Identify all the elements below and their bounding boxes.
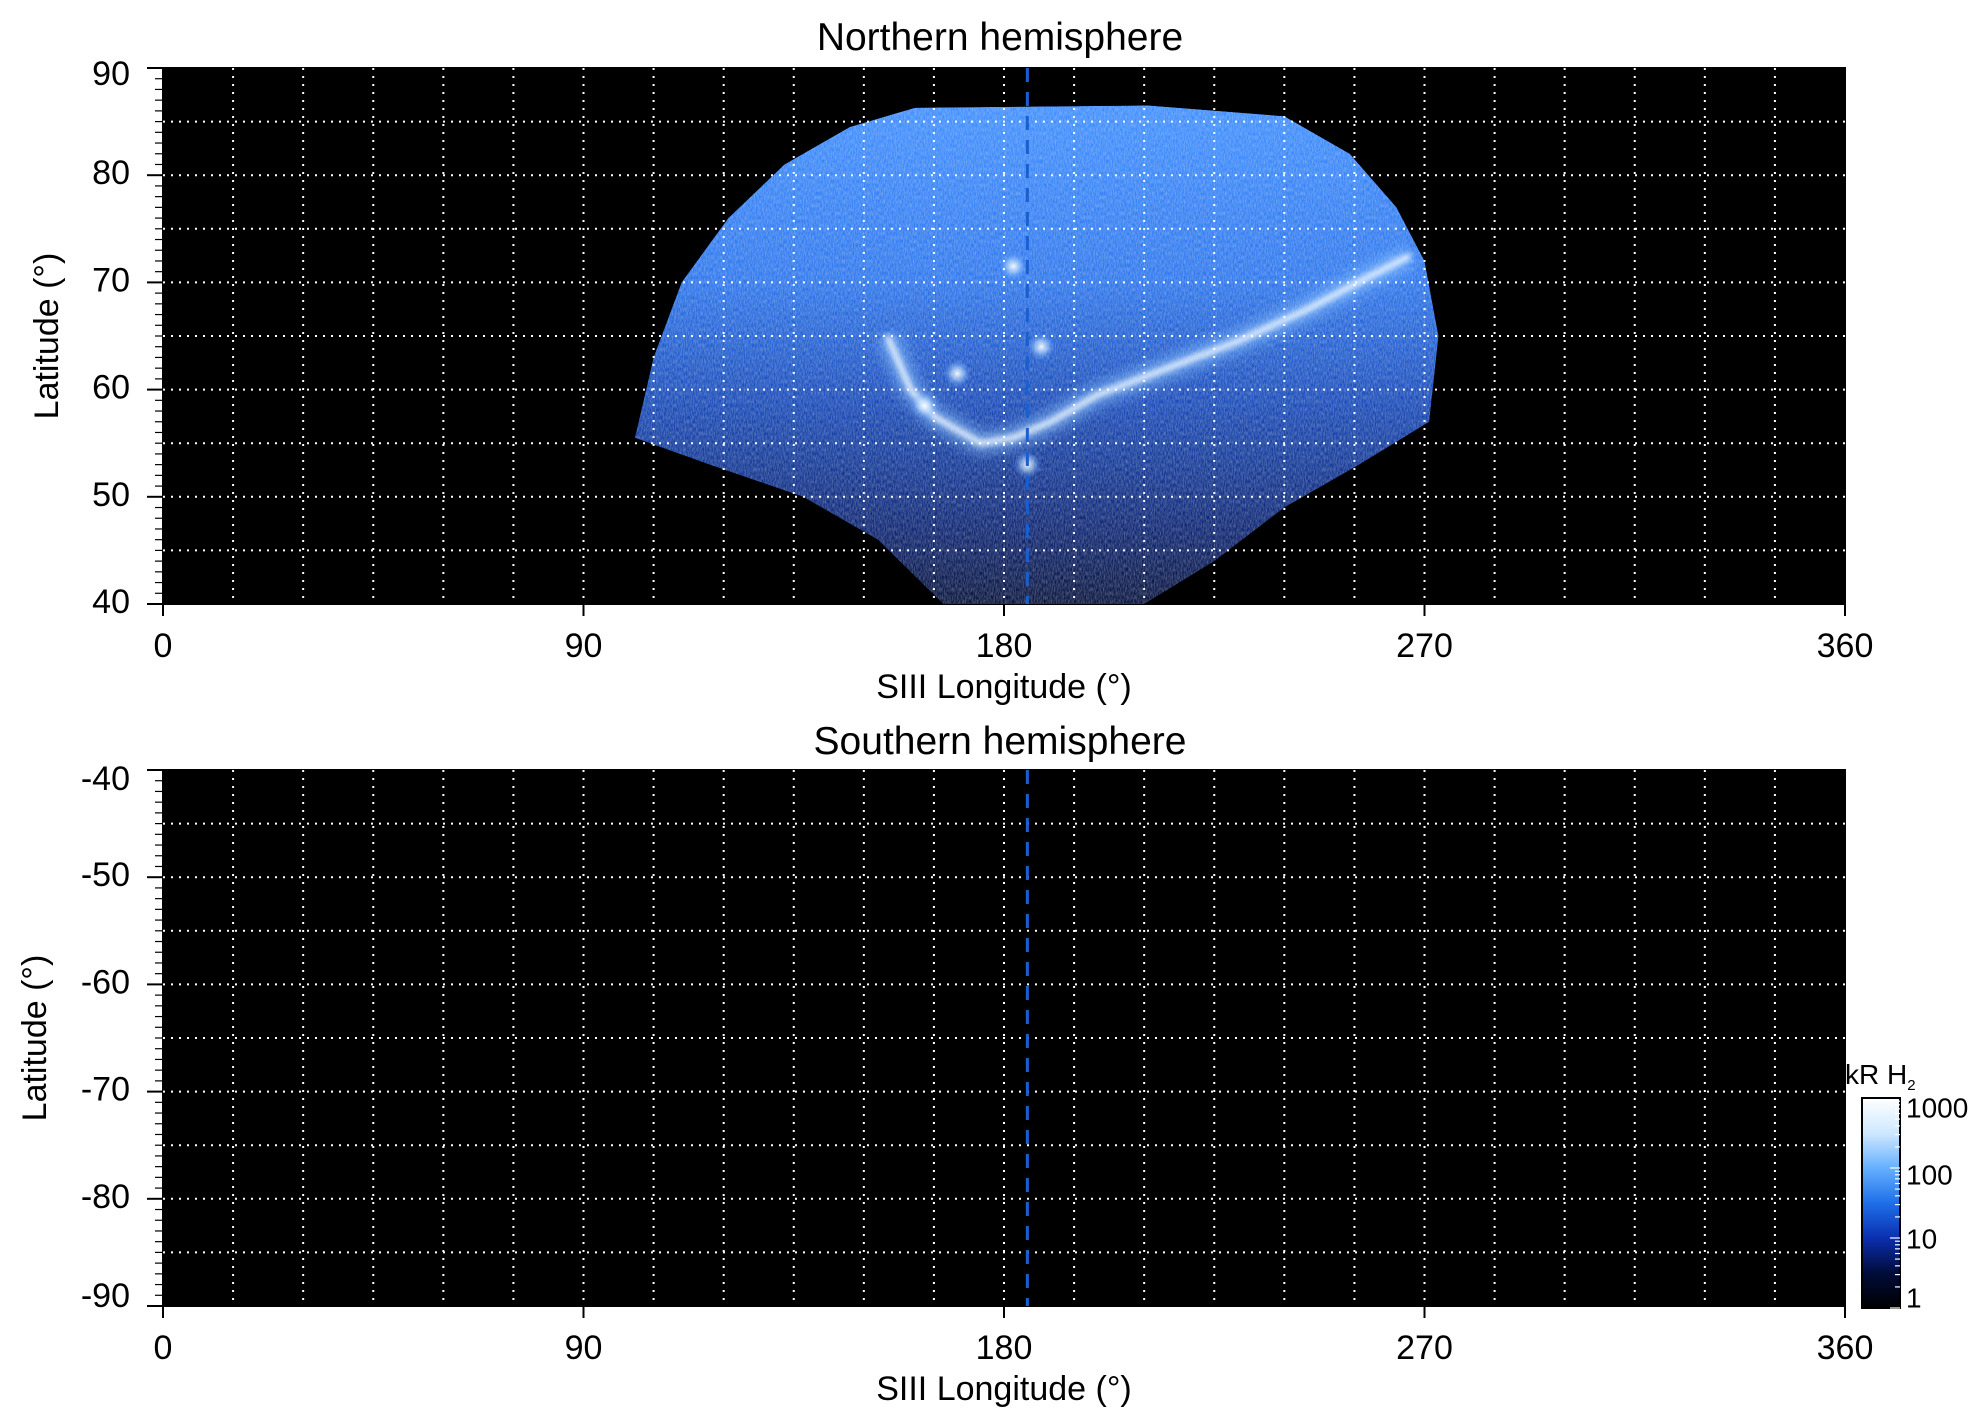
x-tick-label: 270: [1396, 627, 1453, 665]
y-axis-ticks: [147, 769, 163, 1307]
bright-spot: [910, 391, 939, 420]
colorbar-gradient: [1861, 1097, 1901, 1309]
x-tick-label: 180: [976, 627, 1033, 665]
southern-panel: Southern hemisphere 0 90 180 270 360 -40…: [16, 720, 1873, 1408]
colorbar-tick-label: 100: [1906, 1159, 1953, 1190]
x-tick-label: 0: [154, 627, 173, 665]
y-tick-label: -70: [81, 1071, 130, 1109]
bright-spot: [943, 359, 972, 388]
colorbar: kR H2 1000 100 10 1: [1845, 1059, 1968, 1313]
y-tick-label: -60: [81, 963, 130, 1001]
colorbar-tick-label: 1000: [1906, 1092, 1968, 1123]
y-axis-ticks: [147, 67, 163, 605]
x-tick-label: 90: [565, 1329, 603, 1367]
grid: [163, 68, 1845, 604]
x-tick-label: 0: [154, 1329, 173, 1367]
y-tick-label: 80: [92, 154, 130, 192]
y-tick-label: 60: [92, 369, 130, 407]
x-axis-ticks: [162, 604, 1846, 616]
emission-clipped: [634, 105, 1439, 604]
y-tick-label: -50: [81, 856, 130, 894]
y-axis-label: Latitude (°): [16, 955, 54, 1122]
colorbar-ticks: [1890, 1100, 1900, 1309]
colorbar-tick-label: 10: [1906, 1223, 1937, 1254]
x-axis-label: SIII Longitude (°): [876, 1370, 1132, 1408]
y-tick-label: 50: [92, 476, 130, 514]
colorbar-title: kR H2: [1845, 1059, 1916, 1094]
x-tick-label: 360: [1817, 627, 1874, 665]
x-tick-label: 90: [565, 627, 603, 665]
northern-panel: Northern hemisphere 0 90 180 270 360 40 …: [28, 16, 1873, 706]
colorbar-tick-label: 1: [1906, 1282, 1922, 1313]
panel-title: Southern hemisphere: [814, 720, 1187, 763]
y-tick-label: 70: [92, 261, 130, 299]
y-axis-label: Latitude (°): [28, 253, 66, 420]
x-axis-ticks: [162, 1306, 1846, 1318]
y-tick-label: -80: [81, 1178, 130, 1216]
x-tick-label: 360: [1817, 1329, 1874, 1367]
y-tick-label: -40: [81, 760, 130, 798]
panel-title: Northern hemisphere: [817, 16, 1183, 59]
emission-layer: [634, 105, 1439, 604]
x-tick-label: 270: [1396, 1329, 1453, 1367]
grid: [163, 770, 1845, 1306]
x-axis-label: SIII Longitude (°): [876, 668, 1132, 706]
bright-spot: [999, 252, 1028, 281]
y-tick-label: 40: [92, 583, 130, 621]
x-tick-label: 180: [976, 1329, 1033, 1367]
y-tick-label: -90: [81, 1277, 130, 1315]
bright-spot: [1027, 332, 1056, 361]
y-tick-label: 90: [92, 55, 130, 93]
